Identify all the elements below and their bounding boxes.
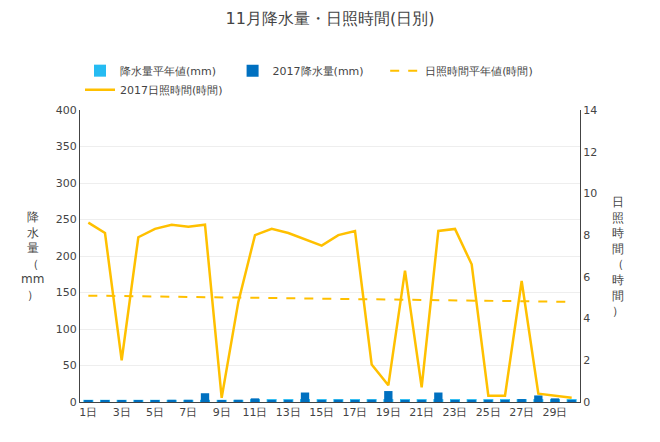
svg-text:350: 350: [56, 140, 77, 153]
svg-text:100: 100: [56, 323, 77, 336]
svg-text:7日: 7日: [179, 406, 197, 419]
svg-text:25日: 25日: [476, 406, 501, 419]
svg-text:日照時間（時間）: 日照時間（時間）: [612, 195, 624, 318]
svg-text:17日: 17日: [343, 406, 368, 419]
svg-text:2017降水量(mm): 2017降水量(mm): [273, 65, 364, 78]
svg-text:12: 12: [583, 146, 597, 159]
svg-text:23日: 23日: [443, 406, 468, 419]
svg-text:21日: 21日: [409, 406, 434, 419]
svg-text:10: 10: [583, 187, 597, 200]
svg-text:50: 50: [63, 359, 77, 372]
svg-text:降水量平年値(mm): 降水量平年値(mm): [120, 65, 216, 78]
svg-text:15日: 15日: [309, 406, 334, 419]
svg-text:2017日照時間(時間): 2017日照時間(時間): [120, 84, 223, 97]
svg-text:8: 8: [583, 229, 590, 242]
svg-text:0: 0: [583, 396, 590, 409]
svg-text:6: 6: [583, 271, 590, 284]
svg-text:400: 400: [56, 104, 77, 117]
svg-text:11月降水量・日照時間(日別): 11月降水量・日照時間(日別): [226, 9, 435, 28]
svg-text:2: 2: [583, 354, 590, 367]
svg-text:19日: 19日: [376, 406, 401, 419]
svg-text:27日: 27日: [509, 406, 534, 419]
svg-text:200: 200: [56, 250, 77, 263]
svg-text:150: 150: [56, 286, 77, 299]
svg-text:14: 14: [583, 104, 597, 117]
svg-text:5日: 5日: [146, 406, 164, 419]
svg-text:0: 0: [70, 396, 77, 409]
svg-text:250: 250: [56, 213, 77, 226]
svg-text:3日: 3日: [113, 406, 131, 419]
svg-text:降水量（mm）: 降水量（mm）: [21, 210, 44, 302]
svg-text:1日: 1日: [79, 406, 97, 419]
svg-text:13日: 13日: [276, 406, 301, 419]
svg-text:11日: 11日: [243, 406, 268, 419]
svg-text:9日: 9日: [213, 406, 231, 419]
svg-text:4: 4: [583, 312, 590, 325]
svg-text:29日: 29日: [543, 406, 568, 419]
svg-text:300: 300: [56, 177, 77, 190]
svg-text:日照時間平年値(時間): 日照時間平年値(時間): [425, 65, 533, 78]
